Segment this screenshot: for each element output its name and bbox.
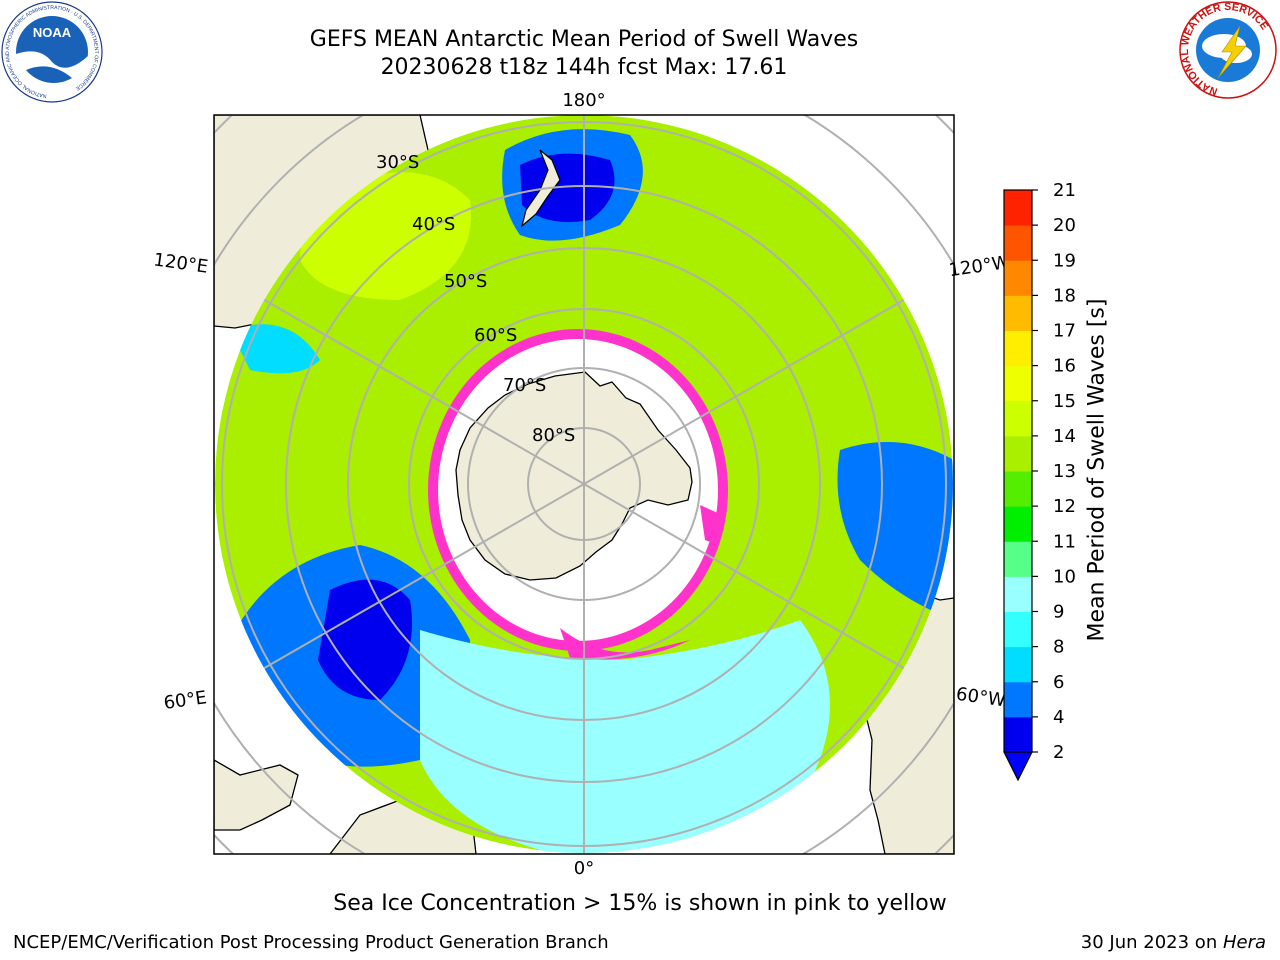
colorbar-tick-label: 9 xyxy=(1053,602,1064,623)
lat-label-60s: 60°S xyxy=(474,325,517,346)
colorbar-swatch xyxy=(1004,400,1032,437)
colorbar-tick-label: 17 xyxy=(1053,321,1076,342)
colorbar-tick-label: 14 xyxy=(1053,426,1076,447)
colorbar-swatch xyxy=(1004,506,1032,542)
colorbar-tick-label: 6 xyxy=(1053,672,1064,693)
swell-period-region xyxy=(318,579,412,700)
colorbar-swatch xyxy=(1004,295,1032,331)
colorbar-swatch xyxy=(1004,541,1032,577)
colorbar-tick-label: 21 xyxy=(1053,180,1076,201)
chart-subtitle-run-info: 20230628 t18z 144h fcst Max: 17.61 xyxy=(380,55,788,80)
colorbar: 2 4 6 8 9 10 11 12 13 14 15 16 17 18 19 20 21 xyxy=(1003,180,1076,782)
colorbar-tick-label: 13 xyxy=(1053,461,1076,482)
colorbar-tick-label: 18 xyxy=(1053,285,1076,306)
lat-label-80s: 80°S xyxy=(532,425,575,446)
footer-host: Hera xyxy=(1222,932,1266,953)
madagascar-land xyxy=(214,759,299,831)
nws-logo: NATIONAL WEATHER SERVICE xyxy=(1179,1,1277,99)
footer-producer: NCEP/EMC/Verification Post Processing Pr… xyxy=(13,932,609,953)
polar-map: 30°S 40°S 50°S 60°S 70°S 80°S xyxy=(214,115,954,854)
noaa-logo-text: NOAA xyxy=(33,25,72,40)
lon-label-60w: 60°W xyxy=(955,684,1007,712)
lat-label-70s: 70°S xyxy=(503,375,546,396)
colorbar-under-arrow xyxy=(1003,751,1033,782)
chart-title: GEFS MEAN Antarctic Mean Period of Swell… xyxy=(309,27,859,52)
colorbar-swatch xyxy=(1004,190,1032,226)
new-zealand-land xyxy=(520,149,561,228)
colorbar-tick-label: 2 xyxy=(1053,742,1064,763)
colorbar-tick-label: 12 xyxy=(1053,496,1076,517)
colorbar-tick-label: 19 xyxy=(1053,250,1076,271)
colorbar-tick-label: 20 xyxy=(1053,215,1076,236)
lon-label-120e: 120°E xyxy=(152,249,209,277)
sea-ice-patch xyxy=(560,628,690,660)
map-frame xyxy=(213,114,955,855)
colorbar-swatch xyxy=(1004,225,1032,261)
colorbar-swatch xyxy=(1004,365,1032,402)
graticule xyxy=(215,115,953,853)
lon-label-120w: 120°W xyxy=(947,252,1011,281)
antarctica-land xyxy=(455,371,693,581)
sea-ice-note: Sea Ice Concentration > 15% is shown in … xyxy=(333,891,947,916)
colorbar-tick-label: 8 xyxy=(1053,637,1064,658)
swell-period-region xyxy=(520,153,615,223)
colorbar-swatch xyxy=(1004,716,1032,753)
colorbar-swatch xyxy=(1004,330,1032,367)
colorbar-swatch xyxy=(1004,681,1032,718)
latitude-labels: 30°S 40°S 50°S 60°S 70°S 80°S xyxy=(376,152,575,446)
sea-ice-patch xyxy=(700,505,722,545)
swell-period-region xyxy=(420,620,830,853)
colorbar-swatch xyxy=(1004,646,1032,683)
colorbar-swatch xyxy=(1004,576,1032,612)
colorbar-swatch xyxy=(1004,611,1032,648)
noaa-logo: NOAA NATIONAL OCEANIC AND ATMOSPHERIC AD… xyxy=(1,1,103,103)
colorbar-tick-label: 16 xyxy=(1053,356,1076,377)
colorbar-swatch xyxy=(1004,471,1032,507)
colorbar-swatch xyxy=(1004,435,1032,472)
swell-period-field xyxy=(215,115,953,853)
lon-label-180: 180° xyxy=(562,90,605,111)
lat-label-50s: 50°S xyxy=(444,271,487,292)
colorbar-tick-label: 10 xyxy=(1053,566,1076,587)
colorbar-tick-label: 15 xyxy=(1053,391,1076,412)
colorbar-tick-label: 11 xyxy=(1053,531,1076,552)
swell-period-region xyxy=(837,442,953,620)
lat-label-40s: 40°S xyxy=(412,214,455,235)
colorbar-swatch xyxy=(1004,260,1032,296)
lon-label-0: 0° xyxy=(574,858,594,879)
footer-date: 30 Jun 2023 on Hera xyxy=(1080,932,1266,953)
lon-label-60e: 60°E xyxy=(162,687,208,714)
colorbar-tick-label: 4 xyxy=(1053,707,1064,728)
lat-label-30s: 30°S xyxy=(376,152,419,173)
